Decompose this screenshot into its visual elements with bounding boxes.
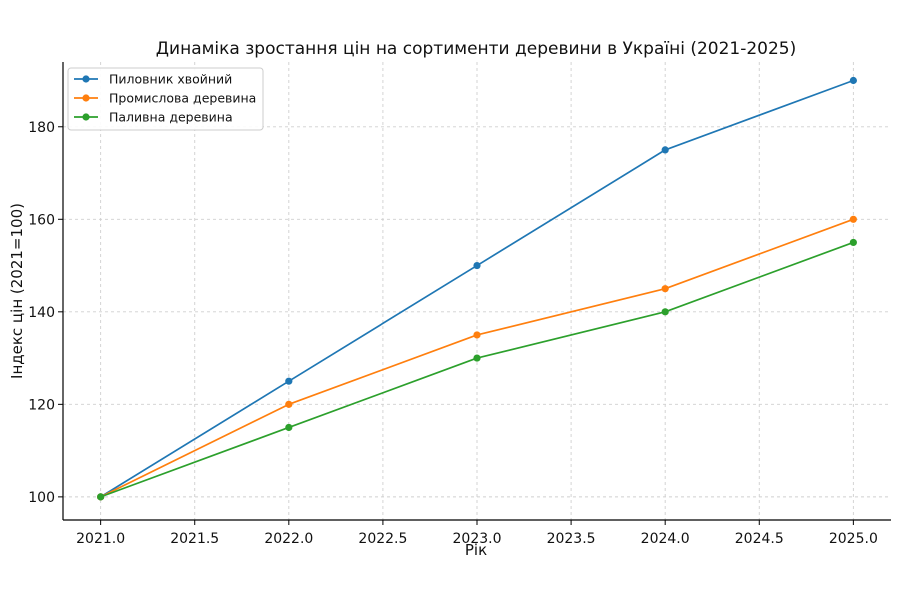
data-point [473,261,481,270]
legend-marker [82,75,90,83]
legend-label: Пиловник хвойний [109,72,232,87]
data-point [849,238,857,247]
data-point [473,354,481,362]
x-tick-label: 2023.0 [453,531,502,547]
legend-item: Промислова деревина [74,91,256,106]
x-axis-label: Рік [465,541,487,559]
data-point [849,215,857,223]
legend: Пиловник хвойний Промислова деревина Палив… [67,67,264,131]
legend-item: Пиловник хвойний [74,72,232,87]
legend-item: Паливна деревина [74,110,233,125]
series-group [97,76,857,501]
series-3 [97,238,857,501]
x-tick-label: 2024.5 [735,531,784,547]
x-tick-label: 2022.5 [358,531,407,547]
data-point [661,285,669,293]
x-tick-label: 2025.0 [829,531,878,547]
y-tick-label: 180 [28,120,55,136]
data-point [473,331,481,339]
data-point [285,400,293,408]
y-tick-label: 120 [28,397,55,413]
data-point [97,493,105,501]
y-tick-label: 140 [28,305,55,321]
y-ticks: 100 120 140 160 180 [28,120,63,506]
legend-marker [82,113,90,121]
legend-label: Паливна деревина [109,110,233,125]
data-point [661,308,669,316]
y-tick-label: 100 [28,490,55,506]
legend-marker [82,94,90,102]
x-tick-label: 2024.0 [641,531,690,547]
chart-title: Динаміка зростання цін на сортименти дер… [156,39,797,59]
x-tick-label: 2021.0 [76,531,125,547]
x-tick-label: 2022.0 [264,531,313,547]
data-point [849,76,857,85]
grid [63,62,891,520]
legend-label: Промислова деревина [109,91,256,106]
x-ticks: 2021.0 2021.5 2022.0 2022.5 2023.0 2023.5 2024… [76,520,878,547]
y-tick-label: 160 [28,212,55,228]
legend-box [67,67,264,131]
y-axis-label: Індекс цін (2021=100) [8,203,26,379]
data-point [661,146,669,154]
x-tick-label: 2021.5 [170,531,219,547]
data-point [285,423,293,432]
x-tick-label: 2023.5 [547,531,596,547]
data-point [285,377,293,385]
